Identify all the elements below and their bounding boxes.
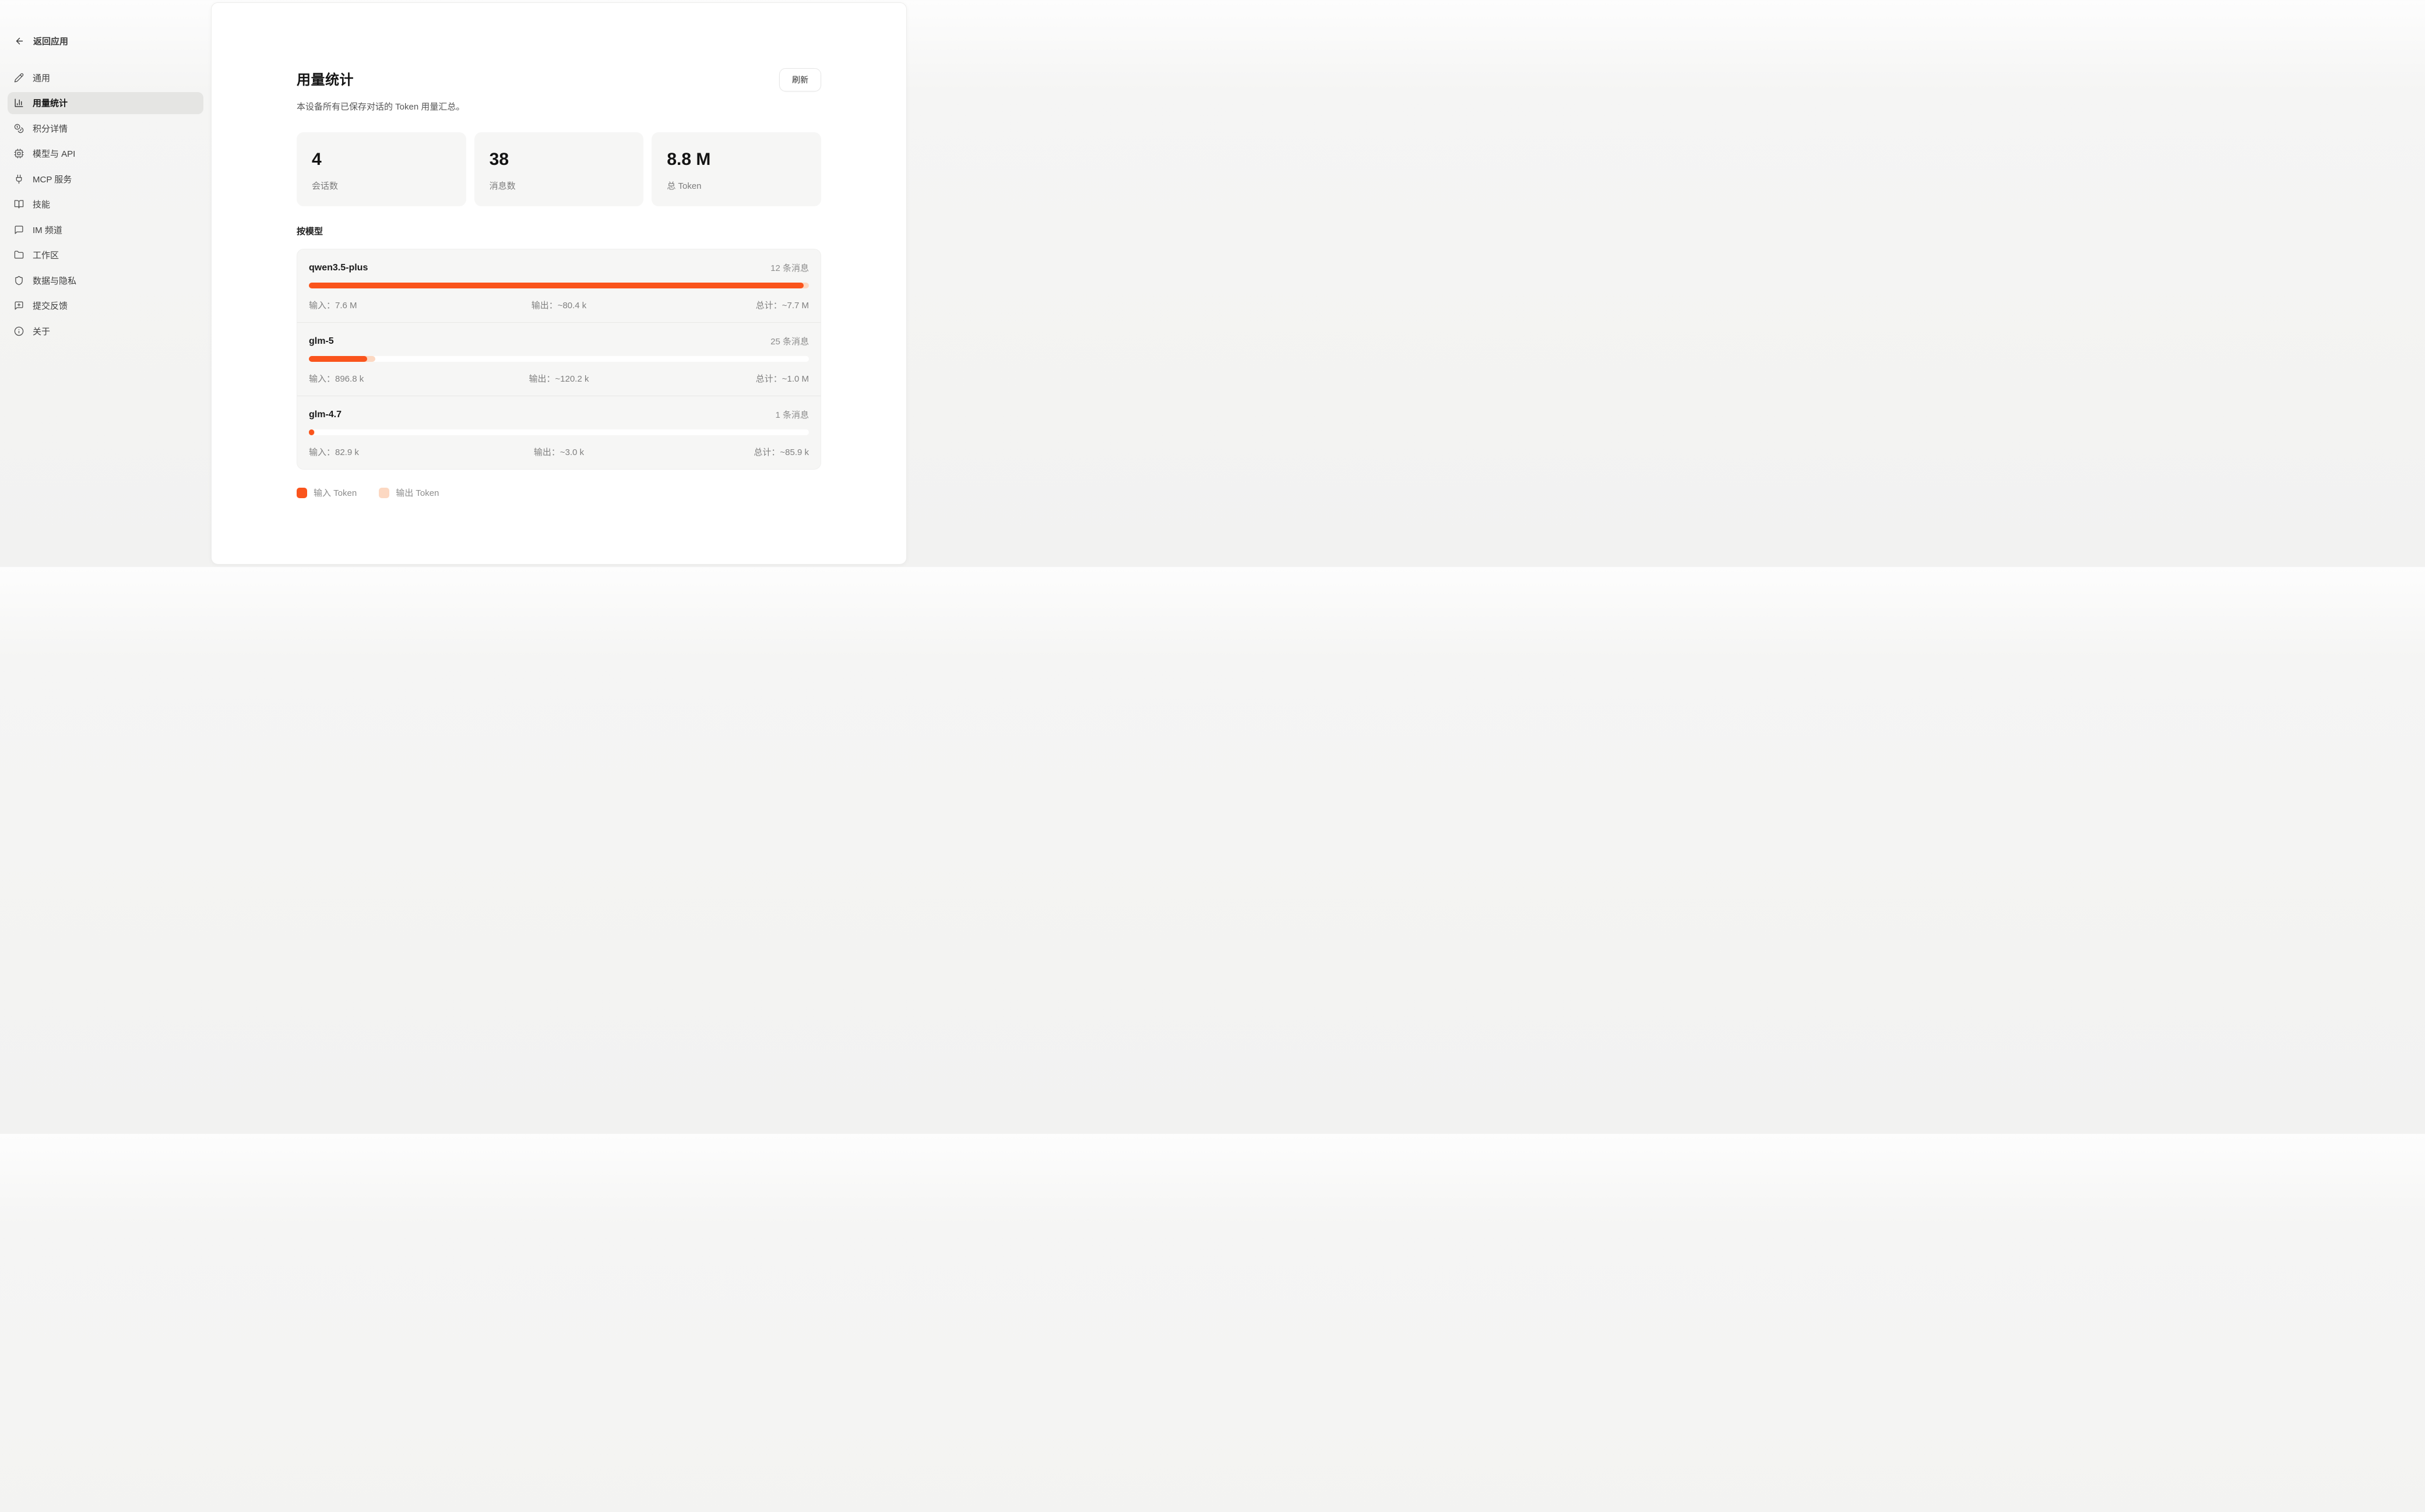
- feedback-icon: [14, 301, 24, 311]
- token-usage-bar: [309, 356, 809, 362]
- sidebar-item-label: 积分详情: [33, 124, 68, 134]
- sidebar-item-credits[interactable]: 积分详情: [8, 117, 203, 140]
- sidebar-item-label: IM 频道: [33, 225, 62, 235]
- refresh-button[interactable]: 刷新: [779, 68, 821, 91]
- model-output-tokens: 输出：~80.4 k: [531, 301, 587, 311]
- model-name: glm-5: [309, 336, 334, 346]
- token-usage-bar: [309, 429, 809, 435]
- stat-card-total-tokens: 8.8 M 总 Token: [652, 132, 821, 206]
- stat-value: 4: [312, 150, 322, 169]
- legend-label: 输入 Token: [314, 488, 357, 498]
- model-total-tokens: 总计：~7.7 M: [755, 301, 809, 311]
- arrow-left-icon: [16, 37, 23, 45]
- stat-label: 会话数: [312, 181, 339, 191]
- sidebar-item-label: 数据与隐私: [33, 276, 77, 286]
- sidebar-item-label: 用量统计: [33, 98, 68, 109]
- output-token-swatch: [379, 487, 390, 498]
- book-icon: [14, 199, 24, 209]
- stat-value: 8.8 M: [667, 150, 711, 169]
- sidebar-item-label: 关于: [33, 326, 51, 337]
- model-input-tokens: 输入：7.6 M: [309, 301, 357, 311]
- model-message-count: 25 条消息: [770, 337, 809, 347]
- stat-label: 消息数: [489, 181, 516, 191]
- legend-label: 输出 Token: [396, 488, 439, 498]
- plug-icon: [14, 174, 24, 184]
- model-row-glm-5: glm-5 25 条消息 输入：896.8 k 输出：~120.2 k 总计：~…: [297, 322, 821, 396]
- input-token-segment: [309, 283, 804, 288]
- model-name: glm-4.7: [309, 409, 342, 420]
- page-title: 用量统计: [297, 72, 354, 88]
- chat-icon: [14, 225, 24, 235]
- info-icon: [14, 326, 24, 336]
- stat-value: 38: [489, 150, 509, 169]
- coins-icon: [14, 124, 24, 133]
- page-subtitle: 本设备所有已保存对话的 Token 用量汇总。: [297, 102, 465, 112]
- input-token-swatch: [297, 487, 307, 498]
- sidebar-item-workspace[interactable]: 工作区: [8, 244, 203, 267]
- sidebar-item-usage-stats[interactable]: 用量统计: [8, 91, 203, 114]
- legend-item-input: 输入 Token: [297, 487, 357, 499]
- shield-icon: [14, 276, 24, 286]
- model-usage-list: qwen3.5-plus 12 条消息 输入：7.6 M 输出：~80.4 k …: [297, 249, 821, 470]
- legend-item-output: 输出 Token: [379, 487, 439, 499]
- legend: 输入 Token 输出 Token: [297, 487, 821, 499]
- sidebar-item-label: 工作区: [33, 251, 59, 261]
- back-label: 返回应用: [33, 37, 69, 47]
- by-model-heading: 按模型: [297, 227, 323, 237]
- sidebar-item-models-api[interactable]: 模型与 API: [8, 143, 203, 165]
- sidebar-item-feedback[interactable]: 提交反馈: [8, 295, 203, 318]
- sidebar-item-label: 模型与 API: [33, 149, 76, 160]
- stat-label: 总 Token: [667, 181, 702, 191]
- stat-cards: 4 会话数 38 消息数 8.8 M 总 Token: [297, 132, 821, 206]
- sidebar-item-about[interactable]: 关于: [8, 320, 203, 343]
- model-row-glm-4-7: glm-4.7 1 条消息 输入：82.9 k 输出：~3.0 k 总计：~85…: [297, 396, 821, 469]
- model-total-tokens: 总计：~1.0 M: [755, 374, 809, 384]
- bar-chart-icon: [14, 98, 24, 108]
- model-input-tokens: 输入：896.8 k: [309, 374, 364, 384]
- token-usage-bar: [309, 283, 809, 288]
- model-input-tokens: 输入：82.9 k: [309, 447, 359, 457]
- model-total-tokens: 总计：~85.9 k: [754, 447, 809, 457]
- model-row-qwen3-5-plus: qwen3.5-plus 12 条消息 输入：7.6 M 输出：~80.4 k …: [297, 249, 821, 322]
- pencil-icon: [14, 73, 24, 83]
- model-output-tokens: 输出：~120.2 k: [529, 374, 589, 384]
- sidebar-item-mcp[interactable]: MCP 服务: [8, 168, 203, 191]
- main-panel: 用量统计 刷新 本设备所有已保存对话的 Token 用量汇总。 4 会话数 38…: [211, 2, 907, 565]
- sidebar-item-general[interactable]: 通用: [8, 66, 203, 89]
- model-message-count: 12 条消息: [770, 263, 809, 273]
- sidebar-item-im-channels[interactable]: IM 频道: [8, 218, 203, 241]
- input-token-segment: [309, 356, 368, 362]
- sidebar-item-label: 技能: [33, 200, 51, 210]
- sidebar-item-label: MCP 服务: [33, 174, 72, 185]
- input-token-segment: [309, 429, 315, 435]
- sidebar-item-skills[interactable]: 技能: [8, 193, 203, 216]
- folder-icon: [14, 250, 24, 260]
- stat-card-messages: 38 消息数: [474, 132, 644, 206]
- sidebar-nav: 通用 用量统计 积分详情 模型与 API MCP 服务 技能 IM 频道 工作: [8, 66, 203, 343]
- chip-icon: [14, 149, 24, 158]
- sidebar: 返回应用 通用 用量统计 积分详情 模型与 API MCP 服务 技能 I: [0, 0, 211, 567]
- model-name: qwen3.5-plus: [309, 262, 368, 273]
- model-message-count: 1 条消息: [775, 410, 809, 420]
- sidebar-item-label: 提交反馈: [33, 301, 68, 312]
- model-output-tokens: 输出：~3.0 k: [533, 447, 585, 457]
- stat-card-sessions: 4 会话数: [297, 132, 466, 206]
- back-to-app-button[interactable]: 返回应用: [15, 35, 68, 47]
- sidebar-item-data-privacy[interactable]: 数据与隐私: [8, 269, 203, 292]
- sidebar-item-label: 通用: [33, 73, 51, 83]
